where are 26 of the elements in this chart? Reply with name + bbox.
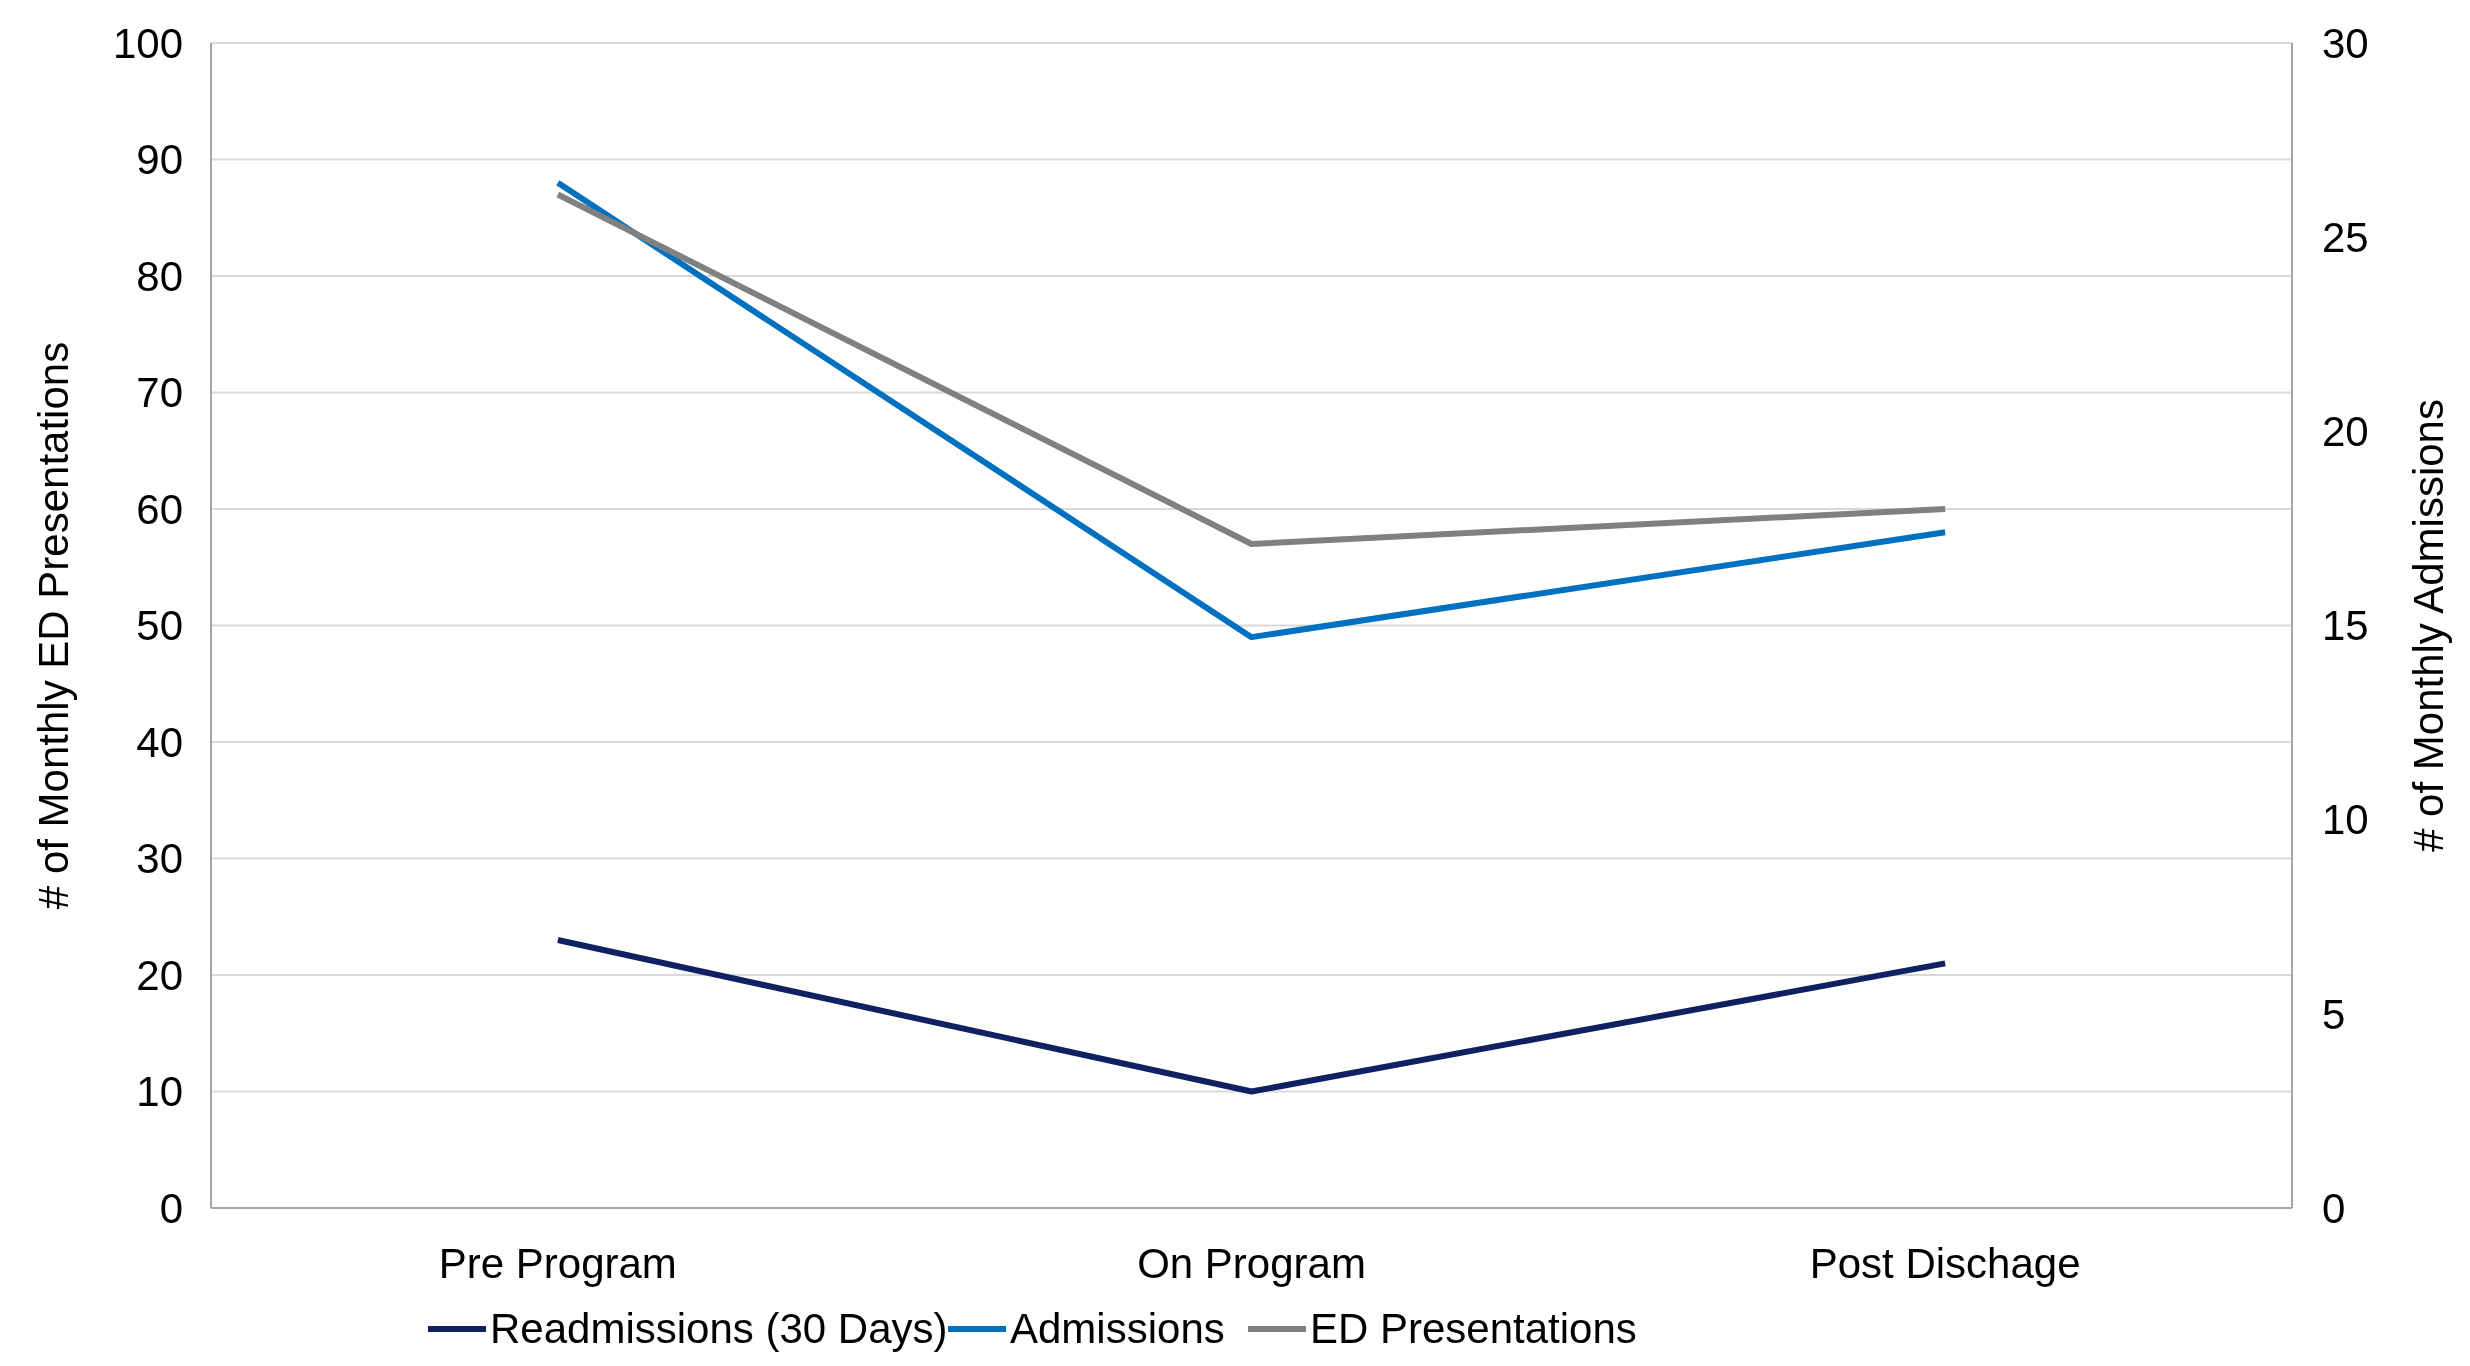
y-tick-label: 80 bbox=[136, 252, 183, 300]
y-tick-label: 10 bbox=[136, 1068, 183, 1116]
y-tick-label: 20 bbox=[136, 951, 183, 999]
y-axis-title: # of Monthly ED Presentations bbox=[30, 341, 77, 910]
y2-tick-label: 20 bbox=[2322, 408, 2369, 456]
y2-axis-title: # of Monthly Admissions bbox=[2405, 399, 2452, 852]
y2-tick-label: 15 bbox=[2322, 602, 2369, 650]
x-tick-label: Post Dischage bbox=[1809, 1240, 2081, 1287]
y2-tick-label: 30 bbox=[2322, 19, 2369, 67]
y2-tick-label: 5 bbox=[2322, 990, 2346, 1038]
y-tick-label: 60 bbox=[136, 485, 183, 533]
y-tick-label: 30 bbox=[136, 835, 183, 883]
legend-label: Admissions bbox=[1010, 1305, 1225, 1352]
y2-tick-label: 0 bbox=[2322, 1184, 2346, 1232]
y-tick-label: 0 bbox=[159, 1184, 183, 1232]
y-tick-label: 70 bbox=[136, 369, 183, 417]
y-tick-label: 40 bbox=[136, 718, 183, 766]
legend-label: ED Presentations bbox=[1310, 1305, 1637, 1352]
y-tick-label: 90 bbox=[136, 136, 183, 184]
y-tick-label: 100 bbox=[112, 19, 183, 67]
y2-tick-label: 10 bbox=[2322, 796, 2369, 844]
y2-tick-label: 25 bbox=[2322, 213, 2369, 261]
x-tick-label: On Program bbox=[1137, 1240, 1366, 1287]
x-tick-label: Pre Program bbox=[438, 1240, 677, 1287]
legend-label: Readmissions (30 Days) bbox=[490, 1305, 948, 1352]
y-tick-label: 50 bbox=[136, 602, 183, 650]
